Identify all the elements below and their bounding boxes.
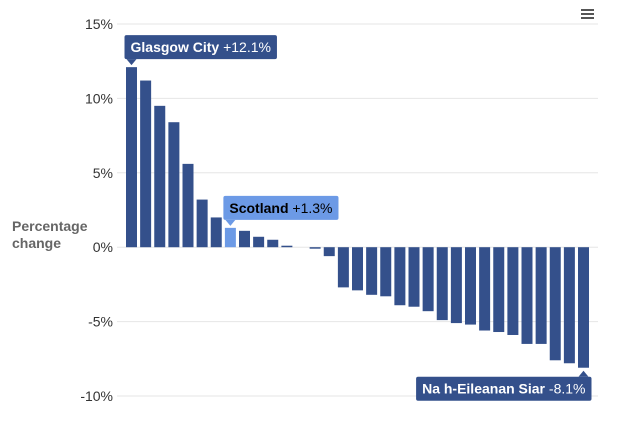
bar xyxy=(196,199,208,248)
callout-value: +1.3% xyxy=(289,200,333,216)
bar xyxy=(309,247,321,249)
bar xyxy=(422,247,434,312)
bar xyxy=(380,247,392,297)
bar-highlight xyxy=(224,227,236,248)
bar xyxy=(239,230,250,248)
callout-name: Scotland xyxy=(229,200,288,216)
callout-pointer xyxy=(225,219,236,226)
bar xyxy=(352,247,363,291)
callout-value: -8.1% xyxy=(545,381,585,397)
y-tick-label: -10% xyxy=(80,388,113,404)
hamburger-menu-icon-line xyxy=(580,13,594,15)
bar xyxy=(281,245,293,248)
bar xyxy=(563,247,575,364)
bar xyxy=(366,247,378,295)
y-axis-tick-labels: 15% 10% 5% 0% -5% -10% xyxy=(80,16,113,404)
bar xyxy=(535,247,547,344)
bar xyxy=(549,247,561,361)
callouts: Glasgow City +12.1% Scotland +1.3% Na h-Ei… xyxy=(124,35,592,401)
bar xyxy=(436,247,448,321)
callout-text: Na h-Eileanan Siar -8.1% xyxy=(422,381,585,397)
y-axis-label: Percentage change xyxy=(12,218,88,251)
callout-scotland: Scotland +1.3% xyxy=(223,195,339,226)
callout-glasgow-city: Glasgow City +12.1% xyxy=(124,35,277,66)
callout-text: Glasgow City +12.1% xyxy=(131,39,271,55)
bar xyxy=(465,247,476,325)
bar xyxy=(267,239,279,248)
y-tick-label: 0% xyxy=(93,239,113,255)
callout-box xyxy=(124,35,277,60)
bars xyxy=(126,67,589,368)
callout-text: Scotland +1.3% xyxy=(229,200,332,216)
callout-name: Na h-Eileanan Siar xyxy=(422,381,545,397)
bar xyxy=(323,247,335,257)
bar xyxy=(507,247,519,335)
bar xyxy=(154,105,166,248)
callout-name: Glasgow City xyxy=(131,39,220,55)
bar xyxy=(450,247,462,324)
hamburger-menu-icon xyxy=(580,9,594,11)
y-tick-label: 5% xyxy=(93,165,113,181)
callout-value: +12.1% xyxy=(219,39,271,55)
y-tick-label: 10% xyxy=(85,90,113,106)
bar xyxy=(521,247,533,344)
chart-menu-button[interactable] xyxy=(577,4,597,24)
bar xyxy=(168,122,180,248)
bar xyxy=(126,67,137,248)
bar xyxy=(408,247,420,307)
bar xyxy=(394,247,406,306)
callout-pointer xyxy=(126,59,137,66)
callout-na-h-eileanan-siar: Na h-Eileanan Siar -8.1% xyxy=(416,370,592,401)
bar xyxy=(337,247,349,288)
bar xyxy=(493,247,505,333)
bar xyxy=(140,80,152,248)
callout-box xyxy=(416,376,592,401)
bar xyxy=(182,163,194,248)
bar xyxy=(578,247,589,368)
bar xyxy=(253,236,265,248)
bar xyxy=(479,247,491,331)
bar xyxy=(210,217,222,248)
y-tick-label: -5% xyxy=(88,314,113,330)
callout-pointer xyxy=(578,370,589,377)
y-tick-label: 15% xyxy=(85,16,113,32)
callout-box xyxy=(223,195,339,220)
hamburger-menu-icon-line xyxy=(580,17,594,19)
